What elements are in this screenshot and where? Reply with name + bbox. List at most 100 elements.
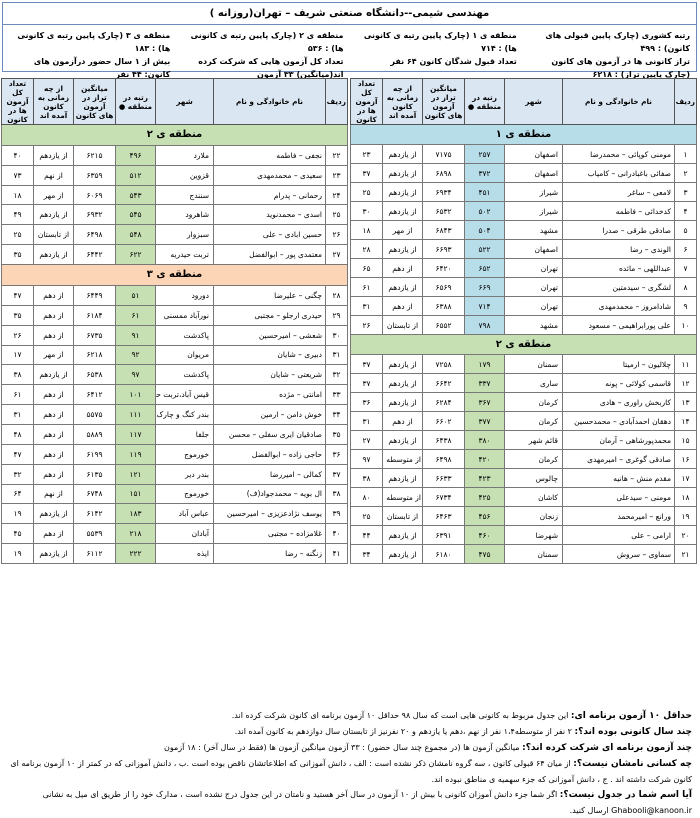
student-city: مریوان bbox=[155, 344, 214, 366]
table-row: ۱۵ محمدپورشاهی – آرمان قائم شهر ۳۸۰ ۶۴۳۸ از ی… bbox=[350, 430, 697, 450]
student-name: دهقان احمدآبادی – محمدحسین bbox=[562, 411, 675, 431]
joined-since: از تابستان bbox=[382, 315, 423, 335]
student-name: ورانع – امیرمحمد bbox=[562, 506, 675, 526]
region-rank: ۲۵۷ bbox=[464, 144, 505, 164]
test-count: ۱۹ bbox=[1, 543, 34, 564]
average-score: ۶۱۸۰ bbox=[422, 544, 465, 564]
joined-since: از تابستان bbox=[33, 224, 74, 246]
table-row: ۱۶ صادقی گوغری – امیرمهدی کرمان ۴۲۰ ۶۴۹۸ از م… bbox=[350, 449, 697, 469]
row-number: ۱ bbox=[674, 144, 697, 164]
region-rank: ۴۶۰ bbox=[464, 525, 505, 545]
col-since: از چه زمانی به کانون آمده اند bbox=[382, 78, 423, 125]
table-row: ۳۸ ال بویه – محمدجواد(ف) خورموج ۱۵۱ ۶۷۴۸ از ن… bbox=[1, 483, 348, 505]
row-number: ۲۴ bbox=[325, 184, 348, 206]
student-city: خورموج bbox=[155, 443, 214, 465]
test-count: ۱۷ bbox=[1, 344, 34, 366]
student-city: تهران bbox=[504, 258, 563, 278]
average-score: ۷۱۷۵ bbox=[422, 144, 465, 164]
student-name: چگنی – علیرضا bbox=[213, 284, 326, 306]
average-score: ۵۵۷۵ bbox=[73, 404, 116, 425]
region-label: منطقه ی ۱ bbox=[350, 124, 697, 145]
student-name: کدخدائی – فاطمه bbox=[562, 201, 675, 221]
note-2: چند سال کانونی بوده اند؟: ۲ نفر از متوسط… bbox=[6, 724, 692, 740]
test-count: ۳۷ bbox=[350, 373, 383, 393]
joined-since: از مهر bbox=[382, 220, 423, 240]
student-city: پاکدشت bbox=[155, 324, 214, 346]
region-rank: ۶۶۹ bbox=[464, 277, 505, 297]
region-header: منطقه ی ۱ bbox=[350, 124, 697, 145]
test-count: ۳۴ bbox=[350, 544, 383, 564]
student-city: اصفهان bbox=[504, 163, 563, 183]
average-score: ۶۶۹۳ bbox=[422, 239, 465, 259]
table-row: ۲۷ معتمدی پور – ابوالفضل تربت حیدریه ۶۲۲ ۶۴۴… bbox=[1, 244, 348, 266]
joined-since: از یازدهم bbox=[33, 204, 74, 226]
joined-since: از یازدهم bbox=[382, 544, 423, 564]
summary-col-4: منطقه ی ۳ (چارک پایین رتبه ی کانونی ها) … bbox=[3, 25, 176, 79]
row-number: ۲۹ bbox=[325, 304, 348, 326]
summary-col-1: رتبه کشوری (چارک پایین قبولی های کانون) … bbox=[523, 25, 696, 79]
average-score: ۶۲۱۵ bbox=[73, 144, 116, 166]
row-number: ۳۹ bbox=[325, 503, 348, 525]
region-rank: ۳۸۰ bbox=[464, 430, 505, 450]
joined-since: از یازدهم bbox=[382, 144, 423, 164]
student-city: جلفا bbox=[155, 423, 214, 445]
average-score: ۶۱۱۲ bbox=[73, 543, 116, 564]
average-score: ۶۷۴۸ bbox=[73, 483, 116, 505]
row-number: ۲۵ bbox=[325, 204, 348, 226]
test-count: ۳۶ bbox=[350, 392, 383, 412]
joined-since: از دهم bbox=[33, 284, 74, 306]
region-rank: ۱۱۹ bbox=[115, 443, 156, 465]
table-row: ۴۱ زنگنه – رضا ایذه ۲۲۲ ۶۱۱۲ از یازدهم ۱۹ bbox=[1, 543, 348, 564]
student-name: علی پورابراهیمی – مسعود bbox=[562, 315, 675, 335]
student-city: شهرضا bbox=[504, 525, 563, 545]
table-row: ۱۲ قاسمی کولائی – پونه ساری ۳۳۷ ۶۶۴۲ از یازده… bbox=[350, 373, 697, 393]
student-name: یوسف نژادعزیزی – امیرحسین bbox=[213, 503, 326, 525]
region-header: منطقه ی ۳ bbox=[1, 264, 348, 286]
region-rank: ۵۰۴ bbox=[464, 220, 505, 240]
table-header: ردیف نام خانوادگی و نام شهر رتبه در منطق… bbox=[350, 78, 697, 125]
test-count: ۳۷ bbox=[350, 354, 383, 374]
summary-col-2: منطقه ی ۱ (چارک پایین رتبه ی کانونی ها) … bbox=[350, 25, 523, 71]
student-name: سعیدی – محمدمهدی bbox=[213, 164, 326, 186]
region-rank: ۴۷۵ bbox=[464, 544, 505, 564]
average-score: ۶۸۴۳ bbox=[422, 220, 465, 240]
test-count: ۳۱ bbox=[350, 296, 383, 316]
region-rank: ۱۰۱ bbox=[115, 384, 156, 406]
note-5: آیا اسم شما در جدول نیست؟: اگر شما جزء د… bbox=[6, 787, 692, 818]
test-count: ۲۵ bbox=[1, 224, 34, 246]
table-row: ۳۲ شریعتی – شایان پاکدشت ۹۷ ۶۵۳۸ از یازدهم ۳۸ bbox=[1, 364, 348, 386]
test-count: ۶۱ bbox=[350, 277, 383, 297]
test-count: ۴۴ bbox=[350, 525, 383, 545]
test-count: ۲۸ bbox=[350, 239, 383, 259]
students-table-left: ردیف نام خانوادگی و نام شهر رتبه در منطق… bbox=[1, 78, 348, 564]
test-count: ۲۵ bbox=[350, 182, 383, 202]
region-rank: ۱۵۱ bbox=[115, 483, 156, 505]
students-table-right: ردیف نام خانوادگی و نام شهر رتبه در منطق… bbox=[350, 78, 697, 564]
note-1: حداقل ۱۰ آزمون برنامه ای: این جدول مربوط… bbox=[6, 708, 692, 724]
row-number: ۳۸ bbox=[325, 483, 348, 505]
student-name: الوندی – رضا bbox=[562, 239, 675, 259]
average-score: ۶۳۵۹ bbox=[73, 164, 116, 186]
joined-since: از یازدهم bbox=[33, 543, 74, 564]
student-city: قزوین bbox=[155, 164, 214, 186]
kanoon-level: تراز کانونی ها در آزمون های کانون (چارک … bbox=[551, 57, 690, 79]
average-score: ۶۵۳۲ bbox=[422, 201, 465, 221]
col-row: ردیف bbox=[674, 78, 697, 125]
student-city: سنندج bbox=[155, 184, 214, 206]
student-city: کرمان bbox=[504, 392, 563, 412]
row-number: ۱۲ bbox=[674, 373, 697, 393]
region-rank: ۹۷ bbox=[115, 364, 156, 386]
average-score: ۶۵۳۸ bbox=[73, 364, 116, 386]
table-row: ۱۱ چلالیون – ارمیتا سمنان ۱۷۹ ۷۲۵۸ از یازدهم ۳… bbox=[350, 354, 697, 374]
joined-since: از یازدهم bbox=[33, 244, 74, 266]
student-city: قائم شهر bbox=[504, 430, 563, 450]
region-rank: ۵۱۲ bbox=[115, 164, 156, 186]
table-row: ۲۸ چگنی – علیرضا دورود ۵۱ ۶۴۴۹ از دهم ۴۷ bbox=[1, 284, 348, 306]
student-name: شادامروز – محمدمهدی bbox=[562, 296, 675, 316]
average-score: ۶۶۴۲ bbox=[422, 373, 465, 393]
student-city: تهران bbox=[504, 277, 563, 297]
student-name: شریعتی – شایان bbox=[213, 364, 326, 386]
region-rank: ۳۶۷ bbox=[464, 392, 505, 412]
student-city: دورود bbox=[155, 284, 214, 306]
table-row: ۳۴ خوش دامن – ارمین بندر کنگ و چارک ۱۱۱ ۵۵۷۵… bbox=[1, 404, 348, 425]
